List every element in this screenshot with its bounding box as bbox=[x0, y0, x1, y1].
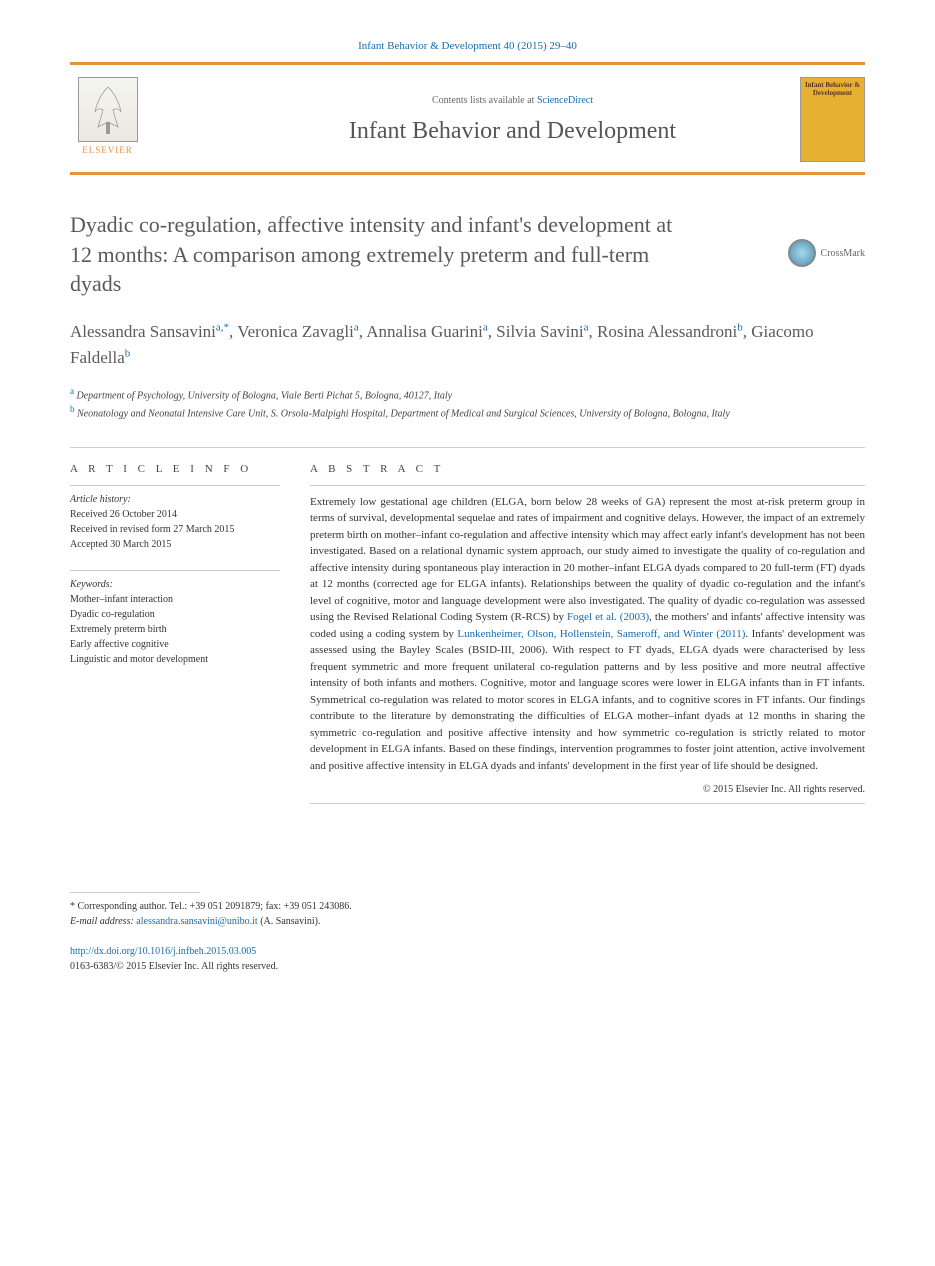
author-5: , Rosina Alessandroni bbox=[589, 322, 738, 341]
abstract-ref-1[interactable]: Fogel et al. (2003) bbox=[567, 611, 649, 623]
divider bbox=[70, 447, 865, 448]
info-divider bbox=[70, 485, 280, 486]
header-citation: Infant Behavior & Development 40 (2015) … bbox=[70, 40, 865, 52]
email-suffix: (A. Sansavini). bbox=[258, 916, 321, 927]
article-info-column: A R T I C L E I N F O Article history: R… bbox=[70, 463, 280, 813]
contents-prefix: Contents lists available at bbox=[432, 95, 537, 106]
author-1: Alessandra Sansavini bbox=[70, 322, 216, 341]
abstract-divider-bottom bbox=[310, 803, 865, 804]
article-title: Dyadic co-regulation, affective intensit… bbox=[70, 210, 690, 299]
keyword-5: Linguistic and motor development bbox=[70, 652, 280, 667]
crossmark-badge[interactable]: CrossMark bbox=[788, 239, 865, 267]
doi-block: http://dx.doi.org/10.1016/j.infbeh.2015.… bbox=[70, 944, 865, 974]
affil-b-text: Neonatology and Neonatal Intensive Care … bbox=[75, 409, 730, 420]
abstract-divider bbox=[310, 485, 865, 486]
elsevier-tree-icon bbox=[78, 77, 138, 142]
keywords-label: Keywords: bbox=[70, 579, 280, 590]
affiliations: a Department of Psychology, University o… bbox=[70, 385, 865, 422]
cover-title: Infant Behavior & Development bbox=[804, 81, 861, 98]
masthead-rule-top bbox=[70, 62, 865, 65]
footer-block: * Corresponding author. Tel.: +39 051 20… bbox=[70, 892, 865, 974]
abstract-column: A B S T R A C T Extremely low gestationa… bbox=[310, 463, 865, 813]
keywords-block: Keywords: Mother–infant interaction Dyad… bbox=[70, 579, 280, 667]
sciencedirect-link[interactable]: ScienceDirect bbox=[537, 95, 593, 106]
issn-copyright-line: 0163-6383/© 2015 Elsevier Inc. All right… bbox=[70, 959, 865, 974]
history-label: Article history: bbox=[70, 494, 280, 505]
corresponding-email-link[interactable]: alessandra.sansavini@unibo.it bbox=[136, 916, 257, 927]
crossmark-label: CrossMark bbox=[821, 248, 865, 259]
accepted-date: Accepted 30 March 2015 bbox=[70, 537, 280, 552]
keyword-3: Extremely preterm birth bbox=[70, 622, 280, 637]
publisher-name: ELSEVIER bbox=[82, 145, 133, 155]
revised-date: Received in revised form 27 March 2015 bbox=[70, 522, 280, 537]
journal-name: Infant Behavior and Development bbox=[160, 118, 865, 145]
author-3: , Annalisa Guarini bbox=[359, 322, 483, 341]
content-row: A R T I C L E I N F O Article history: R… bbox=[70, 463, 865, 813]
keyword-2: Dyadic co-regulation bbox=[70, 607, 280, 622]
author-1-affil: a,* bbox=[216, 321, 229, 333]
publisher-logo[interactable]: ELSEVIER bbox=[70, 77, 145, 162]
masthead-center: Contents lists available at ScienceDirec… bbox=[160, 95, 865, 145]
received-date: Received 26 October 2014 bbox=[70, 507, 280, 522]
affiliation-a: a Department of Psychology, University o… bbox=[70, 385, 865, 403]
footer-rule bbox=[70, 892, 200, 893]
author-list: Alessandra Sansavinia,*, Veronica Zavagl… bbox=[70, 319, 865, 370]
abstract-header: A B S T R A C T bbox=[310, 463, 865, 475]
keyword-4: Early affective cognitive bbox=[70, 637, 280, 652]
affil-a-text: Department of Psychology, University of … bbox=[74, 390, 452, 401]
info-divider-2 bbox=[70, 570, 280, 571]
article-info-header: A R T I C L E I N F O bbox=[70, 463, 280, 475]
keyword-1: Mother–infant interaction bbox=[70, 592, 280, 607]
abstract-text: Extremely low gestational age children (… bbox=[310, 494, 865, 775]
abstract-part-1: Extremely low gestational age children (… bbox=[310, 496, 865, 624]
author-4: , Silvia Savini bbox=[488, 322, 584, 341]
abstract-ref-2[interactable]: Lunkenheimer, Olson, Hollenstein, Samero… bbox=[457, 628, 745, 640]
crossmark-icon bbox=[788, 239, 816, 267]
email-line: E-mail address: alessandra.sansavini@uni… bbox=[70, 914, 865, 929]
email-label: E-mail address: bbox=[70, 916, 136, 927]
masthead-rule-bottom bbox=[70, 172, 865, 175]
abstract-part-3: . Infants' development was assessed usin… bbox=[310, 628, 865, 772]
corresponding-author-line: * Corresponding author. Tel.: +39 051 20… bbox=[70, 899, 865, 914]
journal-cover-thumbnail[interactable]: Infant Behavior & Development bbox=[800, 77, 865, 162]
author-6-affil: b bbox=[125, 347, 131, 359]
article-history-block: Article history: Received 26 October 201… bbox=[70, 494, 280, 552]
masthead: ELSEVIER Contents lists available at Sci… bbox=[70, 67, 865, 172]
author-2: , Veronica Zavagli bbox=[229, 322, 354, 341]
contents-available-line: Contents lists available at ScienceDirec… bbox=[160, 95, 865, 106]
abstract-copyright: © 2015 Elsevier Inc. All rights reserved… bbox=[310, 784, 865, 795]
affiliation-b: b Neonatology and Neonatal Intensive Car… bbox=[70, 403, 865, 421]
doi-link[interactable]: http://dx.doi.org/10.1016/j.infbeh.2015.… bbox=[70, 944, 865, 959]
